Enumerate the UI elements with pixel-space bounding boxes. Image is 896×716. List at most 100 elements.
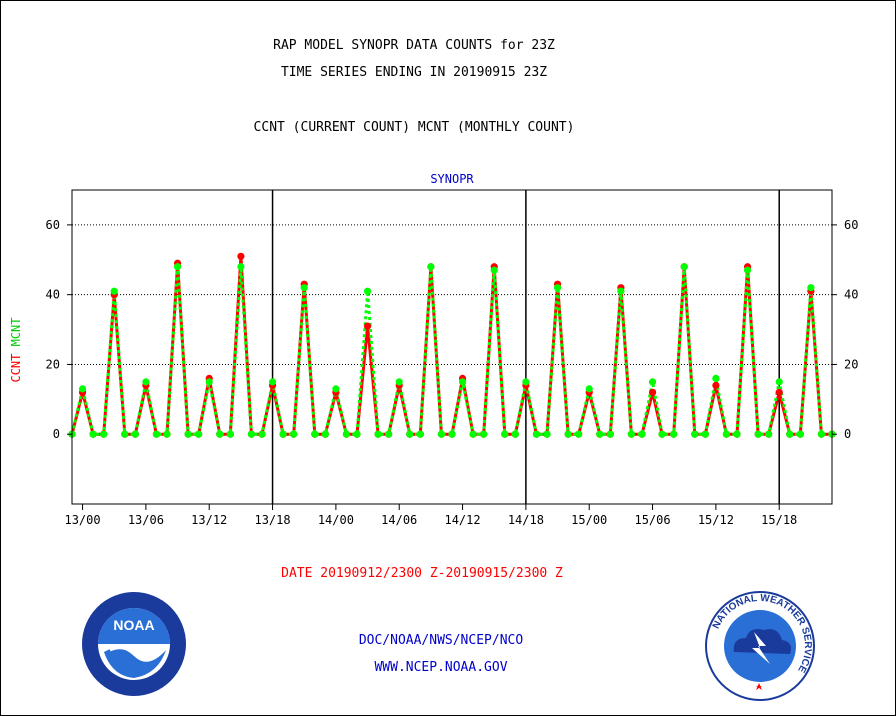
ytick-label-right: 20 bbox=[844, 357, 858, 371]
point-mcnt bbox=[121, 430, 129, 438]
point-mcnt bbox=[480, 430, 488, 438]
xtick-label: 14/00 bbox=[318, 513, 354, 527]
chart-title-line2: TIME SERIES ENDING IN 20190915 23Z bbox=[280, 65, 548, 80]
point-mcnt bbox=[300, 284, 308, 292]
xtick-label: 15/12 bbox=[698, 513, 734, 527]
point-mcnt bbox=[184, 430, 192, 438]
point-mcnt bbox=[807, 284, 815, 292]
noaa-logo-icon: NOAA bbox=[82, 592, 186, 696]
point-mcnt bbox=[237, 263, 245, 271]
date-range: DATE 20190912/2300 Z-20190915/2300 Z bbox=[281, 566, 563, 581]
point-mcnt bbox=[321, 430, 329, 438]
website-link[interactable]: WWW.NCEP.NOAA.GOV bbox=[374, 660, 508, 675]
point-mcnt bbox=[311, 430, 319, 438]
point-mcnt bbox=[712, 374, 720, 382]
point-mcnt bbox=[670, 430, 678, 438]
series-lines bbox=[70, 256, 832, 436]
point-mcnt bbox=[733, 430, 741, 438]
point-mcnt bbox=[195, 430, 203, 438]
point-mcnt bbox=[522, 378, 530, 386]
ylabel-group: CCNT MCNT bbox=[9, 317, 23, 382]
point-mcnt bbox=[775, 378, 783, 386]
point-mcnt bbox=[469, 430, 477, 438]
chart-title-line1: RAP MODEL SYNOPR DATA COUNTS for 23Z bbox=[273, 38, 555, 53]
ytick-label-left: 0 bbox=[53, 427, 60, 441]
point-ccnt bbox=[648, 388, 657, 396]
series-line-mcnt bbox=[70, 266, 832, 436]
point-mcnt bbox=[701, 430, 709, 438]
point-mcnt bbox=[258, 430, 266, 438]
point-mcnt bbox=[100, 430, 108, 438]
xtick-label: 15/06 bbox=[634, 513, 670, 527]
chart-subtitle: CCNT (CURRENT COUNT) MCNT (MONTHLY COUNT… bbox=[253, 120, 575, 135]
point-mcnt bbox=[142, 378, 150, 386]
point-ccnt bbox=[237, 252, 245, 260]
point-mcnt bbox=[395, 378, 403, 386]
point-mcnt bbox=[216, 430, 224, 438]
point-mcnt bbox=[437, 430, 446, 438]
point-mcnt bbox=[110, 287, 118, 295]
point-mcnt bbox=[163, 430, 171, 438]
point-mcnt bbox=[290, 430, 298, 438]
point-mcnt bbox=[342, 430, 351, 438]
grid-lines bbox=[72, 190, 832, 504]
point-mcnt bbox=[205, 378, 213, 386]
point-mcnt bbox=[575, 430, 583, 438]
point-mcnt bbox=[416, 430, 424, 438]
point-mcnt bbox=[353, 430, 361, 438]
ytick-label-left: 20 bbox=[46, 357, 60, 371]
point-ccnt bbox=[712, 381, 720, 389]
panel-label: SYNOPR bbox=[430, 172, 474, 186]
point-mcnt bbox=[532, 430, 541, 438]
xtick-label: 13/06 bbox=[128, 513, 164, 527]
point-mcnt bbox=[173, 263, 182, 271]
point-mcnt bbox=[638, 430, 646, 438]
point-mcnt bbox=[78, 385, 87, 393]
series-line-ccnt bbox=[70, 256, 832, 436]
point-mcnt bbox=[648, 378, 657, 386]
ytick-label-left: 40 bbox=[46, 288, 60, 302]
point-mcnt bbox=[743, 266, 752, 274]
org-path: DOC/NOAA/NWS/NCEP/NCO bbox=[358, 633, 524, 648]
point-mcnt bbox=[448, 430, 456, 438]
point-mcnt bbox=[617, 287, 625, 295]
series-points bbox=[68, 252, 836, 438]
noaa-logo-text: NOAA bbox=[113, 617, 154, 633]
point-mcnt bbox=[152, 430, 161, 438]
point-mcnt bbox=[374, 430, 382, 438]
point-ccnt bbox=[363, 322, 372, 330]
point-mcnt bbox=[691, 430, 699, 438]
point-mcnt bbox=[385, 430, 393, 438]
ytick-label-left: 60 bbox=[46, 218, 60, 232]
point-mcnt bbox=[363, 287, 372, 295]
point-ccnt bbox=[775, 388, 783, 396]
point-mcnt bbox=[226, 430, 234, 438]
point-mcnt bbox=[596, 430, 604, 438]
point-mcnt bbox=[247, 430, 256, 438]
axes: 0 0 20 20 40 40 60 60 13/00 13/06 13/12 13/18 14/00 1… bbox=[46, 189, 858, 527]
xtick-label: 15/00 bbox=[571, 513, 607, 527]
point-mcnt bbox=[658, 430, 666, 438]
point-mcnt bbox=[501, 430, 509, 438]
point-mcnt bbox=[511, 430, 519, 438]
xtick-label: 14/06 bbox=[381, 513, 417, 527]
point-mcnt bbox=[796, 430, 804, 438]
ytick-label-right: 60 bbox=[844, 218, 858, 232]
ylabel-ccnt: CCNT bbox=[9, 354, 23, 383]
ytick-label-right: 40 bbox=[844, 288, 858, 302]
xtick-label: 13/00 bbox=[64, 513, 100, 527]
plot-border bbox=[71, 189, 833, 505]
point-mcnt bbox=[268, 378, 277, 386]
point-mcnt bbox=[553, 284, 562, 292]
point-mcnt bbox=[817, 430, 826, 438]
point-mcnt bbox=[765, 430, 773, 438]
point-mcnt bbox=[490, 266, 498, 274]
point-mcnt bbox=[458, 378, 467, 386]
xtick-label: 13/12 bbox=[191, 513, 227, 527]
ylabel-mcnt: MCNT bbox=[9, 317, 23, 346]
xtick-label: 14/12 bbox=[444, 513, 480, 527]
point-mcnt bbox=[606, 430, 614, 438]
point-mcnt bbox=[332, 385, 340, 393]
point-mcnt bbox=[406, 430, 414, 438]
